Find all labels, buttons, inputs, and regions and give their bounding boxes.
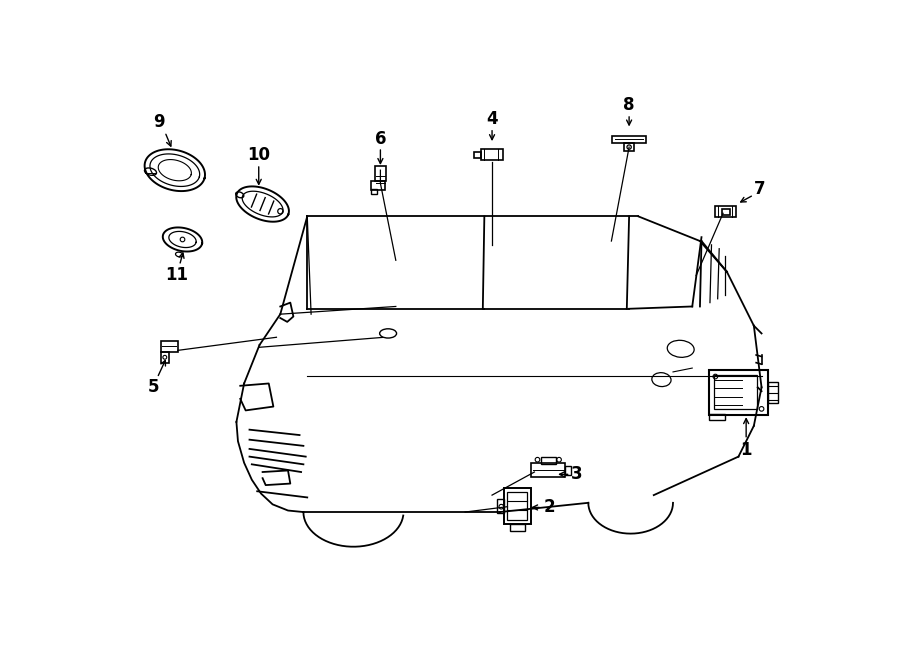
Text: 5: 5 xyxy=(148,378,159,397)
Text: 11: 11 xyxy=(165,266,188,284)
Text: 7: 7 xyxy=(754,180,766,198)
Text: 3: 3 xyxy=(571,465,582,483)
Text: 4: 4 xyxy=(486,110,498,128)
Text: 2: 2 xyxy=(544,498,555,516)
Text: 10: 10 xyxy=(248,146,270,164)
Text: 1: 1 xyxy=(741,442,751,459)
Text: 9: 9 xyxy=(154,114,166,132)
Text: 8: 8 xyxy=(624,97,634,114)
Text: 6: 6 xyxy=(374,130,386,147)
Ellipse shape xyxy=(380,329,397,338)
